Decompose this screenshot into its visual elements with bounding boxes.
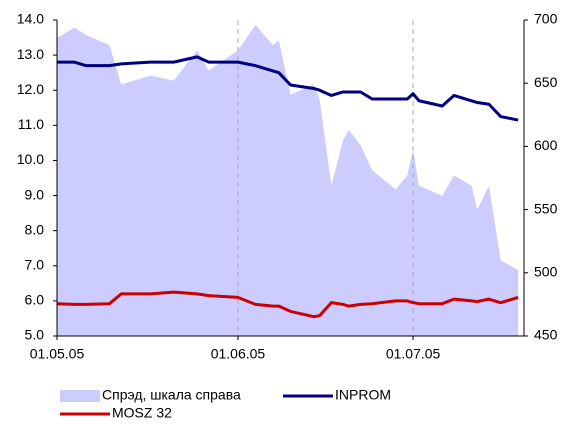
y2-tick-label: 450 [534,327,558,343]
y-tick-label: 9.0 [25,186,45,202]
y-tick-label: 13.0 [17,46,44,62]
y2-tick-label: 500 [534,264,558,280]
legend-label: INPROM [335,387,391,403]
y-tick-label: 12.0 [17,81,44,97]
y-tick-label: 11.0 [18,116,44,132]
y-tick-label: 14.0 [17,11,44,27]
legend-label: MOSZ 32 [112,405,172,421]
area [57,25,519,336]
x-tick-label: 01.06.05 [211,346,266,362]
y2-tick-label: 700 [534,11,558,27]
legend-label: Спрэд, шкала справа [102,387,241,403]
y2-tick-label: 550 [534,200,558,216]
x-tick-label: 01.07.05 [386,346,441,362]
line [56,290,519,319]
legend-swatch [60,390,100,402]
x-tick-label: 01.05.05 [30,346,85,362]
y2-tick-label: 600 [534,137,558,153]
line [57,55,519,122]
y-tick-label: 6.0 [25,292,45,308]
y2-tick-label: 650 [534,74,558,90]
y-tick-label: 10.0 [17,151,44,167]
y-tick-label: 7.0 [25,256,45,272]
y-tick-label: 5.0 [25,327,45,343]
y-tick-label: 8.0 [25,221,45,237]
